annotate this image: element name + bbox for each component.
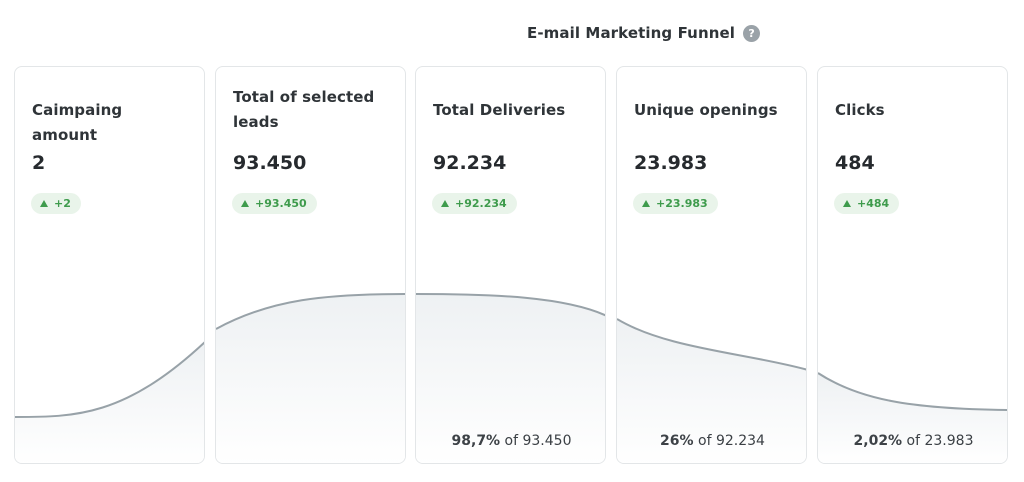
card-value: 484 [835, 152, 875, 174]
triangle-up-icon [441, 200, 449, 207]
card-title: Total of selected leads [233, 88, 375, 131]
delta-badge: +484 [834, 193, 900, 214]
card-title: Unique openings [634, 101, 778, 119]
delta-value: +484 [857, 197, 890, 210]
card-value: 93.450 [233, 152, 307, 174]
funnel-curve-segment [617, 318, 806, 463]
conversion-base: of 92.234 [693, 433, 765, 449]
card-title: Caimpaing amount [32, 101, 123, 144]
delta-value: +92.234 [455, 197, 507, 210]
funnel-card-total-deliveries: Total Deliveries 92.234 +92.234 98,7% of… [415, 66, 606, 464]
funnel-curve-segment [15, 341, 204, 463]
conversion-rate: 26% of 92.234 [617, 433, 806, 449]
triangle-up-icon [642, 200, 650, 207]
conversion-rate: 2,02% of 23.983 [818, 433, 1007, 449]
funnel-card-clicks: Clicks 484 +484 2,02% of 23.983 [817, 66, 1008, 464]
delta-badge: +93.450 [232, 193, 317, 214]
delta-badge: +92.234 [432, 193, 517, 214]
conversion-percent: 98,7% [451, 433, 501, 449]
conversion-base: of 93.450 [500, 433, 572, 449]
funnel-header: E-mail Marketing Funnel ? [527, 24, 761, 42]
card-value: 23.983 [634, 152, 708, 174]
funnel-curve-segment [216, 293, 405, 463]
page-title: E-mail Marketing Funnel [527, 24, 736, 42]
delta-value: +23.983 [656, 197, 708, 210]
triangle-up-icon [241, 200, 249, 207]
delta-badge: +23.983 [633, 193, 718, 214]
delta-value: +2 [54, 197, 71, 210]
conversion-base: of 23.983 [902, 433, 974, 449]
funnel-card-selected-leads: Total of selected leads 93.450 +93.450 [215, 66, 406, 464]
help-icon[interactable]: ? [743, 24, 761, 42]
card-value: 92.234 [433, 152, 507, 174]
card-value: 2 [32, 152, 46, 174]
delta-badge: +2 [31, 193, 81, 214]
card-title: Total Deliveries [433, 101, 566, 119]
triangle-up-icon [843, 200, 851, 207]
delta-value: +93.450 [255, 197, 307, 210]
funnel-card-campaign-amount: Caimpaing amount 2 +2 [14, 66, 205, 464]
funnel-curve-segment [416, 293, 605, 463]
card-title: Clicks [835, 101, 885, 119]
triangle-up-icon [40, 200, 48, 207]
conversion-rate: 98,7% of 93.450 [416, 433, 605, 449]
funnel-card-unique-openings: Unique openings 23.983 +23.983 26% of 92… [616, 66, 807, 464]
funnel-curve-segment [818, 372, 1007, 463]
conversion-percent: 26% [660, 433, 694, 449]
conversion-percent: 2,02% [853, 433, 903, 449]
